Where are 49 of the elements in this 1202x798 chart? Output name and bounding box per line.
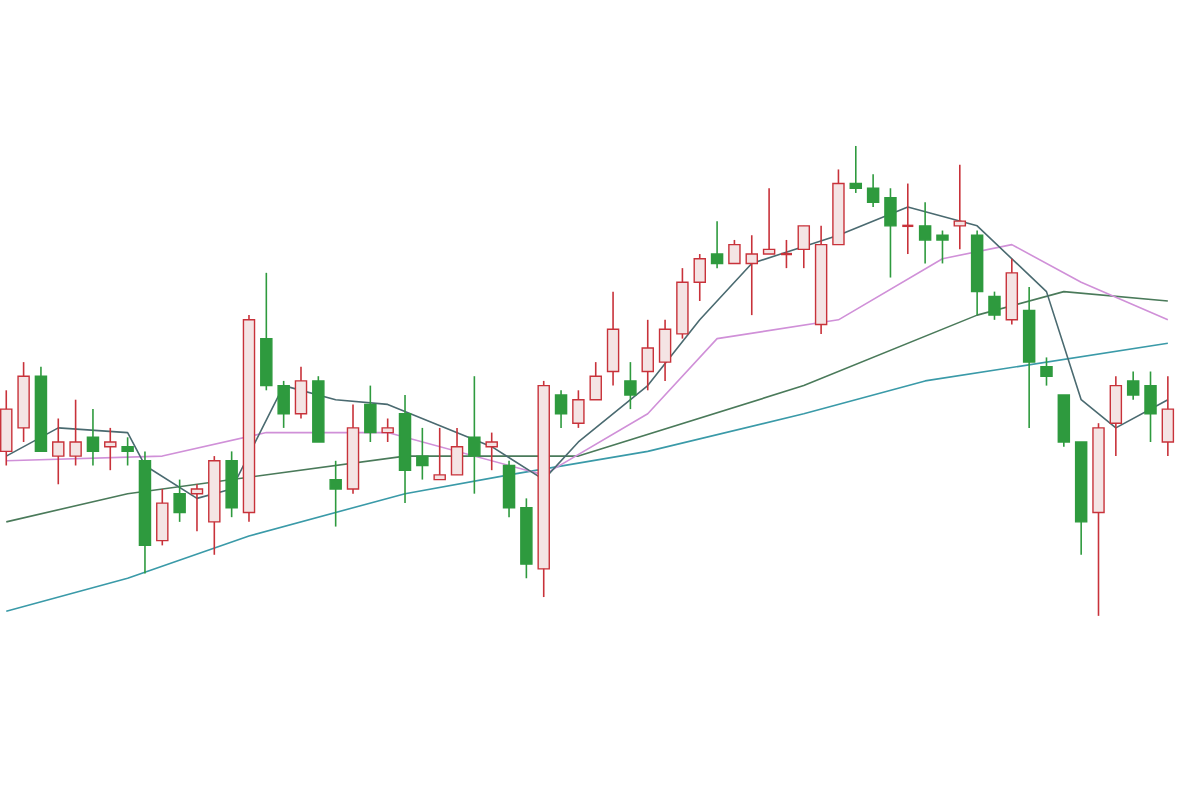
candlestick	[225, 450, 238, 519]
candlestick	[277, 380, 290, 429]
candlestick	[988, 290, 1001, 321]
candlestick	[1057, 394, 1071, 448]
candlestick	[121, 436, 134, 467]
candlestick	[658, 319, 672, 382]
candlestick	[693, 253, 706, 302]
candlestick	[104, 427, 117, 472]
candlestick	[1005, 258, 1019, 326]
candlestick	[294, 366, 308, 420]
candlestick	[918, 201, 932, 265]
candlestick	[572, 389, 585, 429]
candlestick	[728, 239, 741, 265]
candlestick	[554, 389, 568, 429]
candlestick	[485, 431, 498, 472]
candlestick	[1109, 375, 1123, 457]
candlestick	[52, 417, 65, 486]
candlestick	[450, 427, 464, 476]
candlestick	[364, 384, 377, 443]
candlestick	[329, 460, 342, 528]
candlestick	[502, 460, 516, 519]
candlestick	[156, 488, 169, 547]
candlestick	[710, 220, 724, 270]
candlestick	[936, 229, 949, 265]
candlestick	[606, 290, 620, 387]
candlestick	[468, 375, 481, 495]
candlestick	[190, 483, 204, 533]
candlestick	[624, 361, 637, 410]
candlestick	[884, 187, 897, 279]
candlestick	[745, 234, 759, 317]
candlestick	[1144, 370, 1157, 443]
candlestick	[86, 408, 100, 467]
candlestick	[762, 187, 776, 255]
candlestick	[866, 173, 880, 208]
candlestick	[953, 164, 967, 251]
candlestick	[797, 225, 811, 270]
candlestick	[433, 427, 446, 481]
candlestick	[1161, 375, 1175, 457]
candlestick	[1126, 370, 1140, 401]
candlestick	[641, 319, 654, 392]
candlestick	[0, 389, 13, 467]
candlestick	[173, 478, 186, 523]
candlestick	[381, 417, 394, 443]
candlestick	[1040, 356, 1053, 387]
candlestick	[260, 272, 273, 392]
candlestick	[849, 145, 863, 194]
candlestick	[589, 361, 602, 401]
candlestick	[69, 399, 82, 467]
candlestick	[416, 427, 429, 481]
